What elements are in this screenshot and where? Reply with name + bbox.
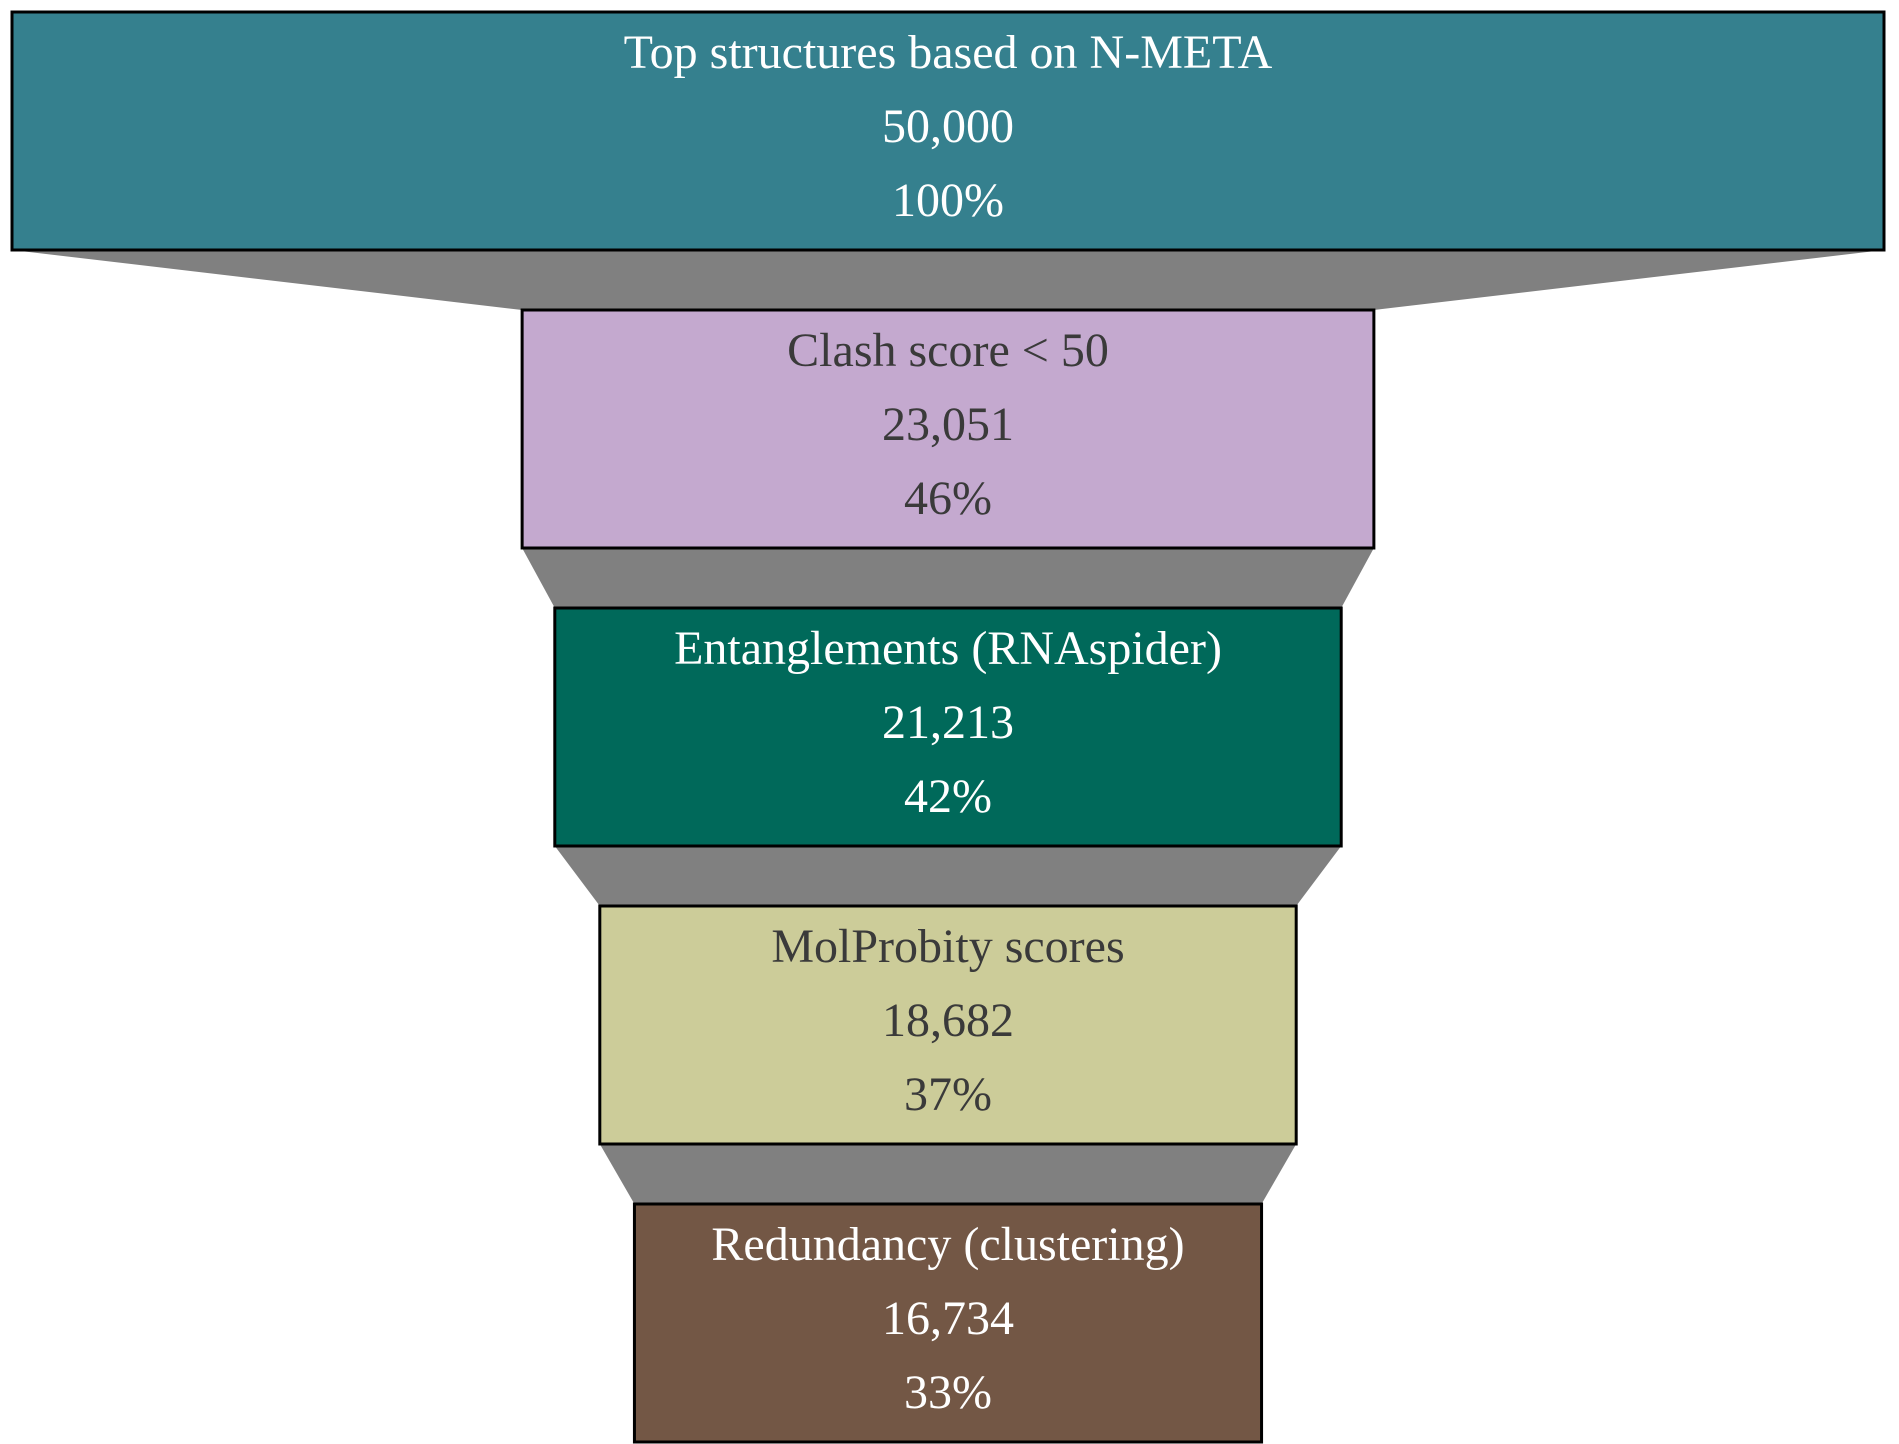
funnel-stage-bar <box>598 904 1298 1146</box>
funnel-stage-value: 16,734 <box>882 1292 1014 1345</box>
funnel-stage-percent: 100% <box>892 174 1004 227</box>
funnel-connector <box>522 548 1374 608</box>
funnel-stage-value: 23,051 <box>882 398 1014 451</box>
funnel-stage-label: MolProbity scores <box>771 920 1124 973</box>
funnel-stage-bar <box>632 1202 1264 1444</box>
funnel-stage-label: Clash score < 50 <box>787 324 1109 377</box>
funnel-connector <box>12 250 1884 310</box>
funnel-stage-percent: 33% <box>904 1366 992 1419</box>
funnel-stage-value: 50,000 <box>882 100 1014 153</box>
funnel-stage-percent: 42% <box>904 770 992 823</box>
funnel-stage-bar <box>553 606 1343 848</box>
funnel-stage-label: Redundancy (clustering) <box>711 1218 1184 1271</box>
funnel-stage-label: Entanglements (RNAspider) <box>674 622 1222 675</box>
funnel-stage-value: 18,682 <box>882 994 1014 1047</box>
funnel-stage-label: Top structures based on N-META <box>624 26 1273 79</box>
funnel-connector <box>599 1144 1297 1204</box>
funnel-stage-percent: 37% <box>904 1068 992 1121</box>
funnel-stage-percent: 46% <box>904 472 992 525</box>
funnel-stage-bar <box>520 308 1376 550</box>
funnel-connector <box>554 846 1342 906</box>
funnel-stage-value: 21,213 <box>882 696 1014 749</box>
funnel-stage-bar <box>10 10 1886 252</box>
